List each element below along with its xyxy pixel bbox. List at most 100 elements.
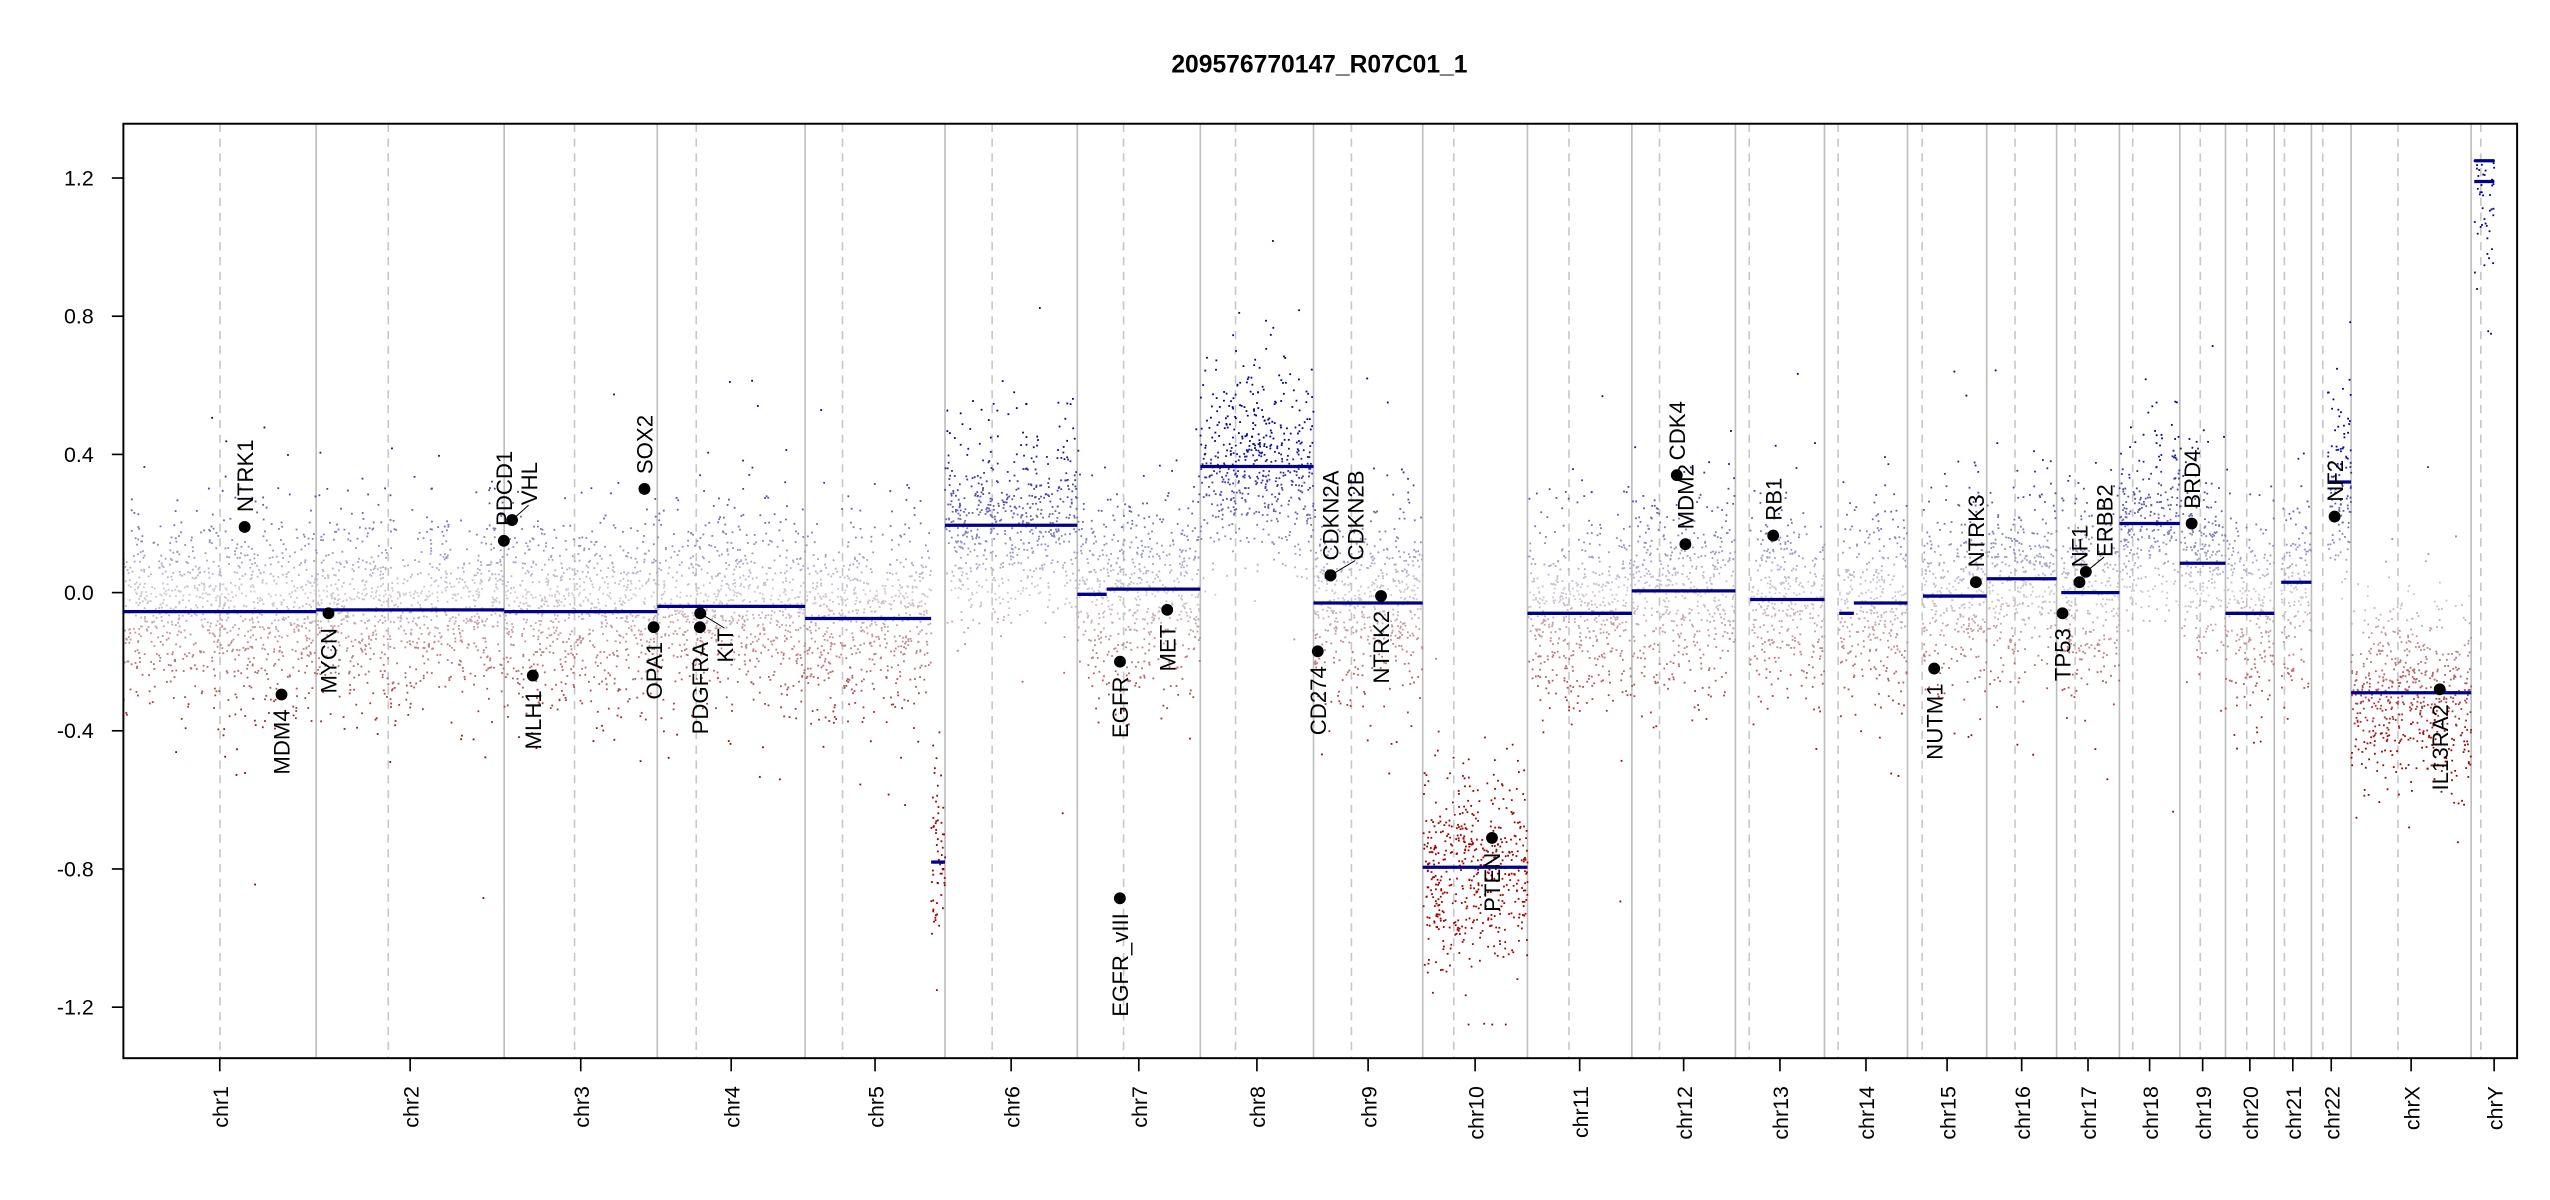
probe-point [635,572,638,575]
probe-point [1141,552,1144,555]
probe-point [1183,557,1186,560]
probe-point [502,657,505,660]
probe-point [275,582,278,585]
probe-point [460,639,463,642]
probe-point [345,599,348,601]
probe-point [417,537,420,540]
probe-point [568,614,571,617]
probe-point [825,595,828,598]
probe-point [604,619,607,621]
probe-point [1119,550,1121,552]
probe-point [1151,593,1154,595]
probe-point [462,570,465,573]
probe-point [1158,617,1161,620]
probe-point [653,558,656,561]
probe-point [775,636,777,639]
probe-point [1021,589,1024,592]
probe-point [267,678,270,681]
probe-point [210,525,213,528]
probe-point [959,504,962,507]
probe-point [603,669,606,672]
probe-point [133,583,136,586]
probe-point [211,660,214,663]
probe-point [274,727,276,730]
probe-point [348,670,351,673]
probe-point [1077,615,1079,617]
probe-point [213,707,216,709]
probe-point [725,619,727,622]
probe-point [976,555,979,558]
probe-point [475,622,478,625]
probe-point [973,476,976,479]
probe-point [858,562,860,565]
probe-point [333,625,336,627]
probe-point [302,648,305,650]
probe-point [512,644,515,646]
probe-point [903,533,906,536]
probe-point [661,665,663,668]
probe-point [1052,611,1055,614]
probe-point [1002,566,1004,568]
probe-point [729,742,732,745]
probe-point [828,599,831,601]
probe-point [967,627,969,629]
probe-point [949,503,952,506]
probe-point [506,673,509,676]
probe-point [497,643,500,646]
probe-point [579,585,581,588]
probe-point [653,640,655,643]
probe-point [1077,449,1080,452]
probe-point [1130,510,1133,513]
probe-point [798,611,801,614]
probe-point [992,468,995,471]
probe-point [1189,616,1192,619]
probe-point [1039,501,1042,503]
probe-point [745,673,748,676]
probe-point [593,567,596,570]
probe-point [394,724,396,727]
probe-point [648,573,651,575]
probe-point [1040,512,1042,515]
probe-point [1191,594,1193,597]
probe-point [953,546,956,549]
probe-point [1074,579,1077,582]
probe-point [725,583,728,585]
probe-point [385,556,387,559]
probe-point [670,556,673,559]
probe-point [1047,585,1050,588]
probe-point [264,698,266,701]
probe-point [143,582,146,585]
probe-point [753,590,756,593]
probe-point [1175,459,1178,462]
probe-point [623,571,625,574]
probe-point [689,595,692,598]
probe-point [1194,555,1197,558]
probe-point [989,436,992,439]
probe-point [1110,552,1112,555]
probe-point [318,627,320,629]
probe-point [1159,464,1161,467]
probe-point [756,625,759,627]
probe-point [924,594,926,597]
probe-point [687,583,690,586]
probe-point [957,596,960,599]
probe-point [517,681,519,684]
probe-point [171,620,173,623]
probe-point [1117,595,1120,598]
probe-point [708,521,711,524]
probe-point [673,550,676,553]
probe-point [129,566,132,569]
probe-point [926,595,929,598]
probe-point [501,501,504,504]
probe-point [646,640,648,643]
probe-point [561,575,564,578]
probe-point [800,700,803,703]
probe-point [477,594,480,597]
probe-point [385,629,388,632]
probe-point [400,640,403,643]
probe-point [960,588,962,590]
probe-point [1095,604,1097,606]
probe-point [975,567,978,570]
probe-point [523,552,526,555]
probe-point [619,688,621,691]
